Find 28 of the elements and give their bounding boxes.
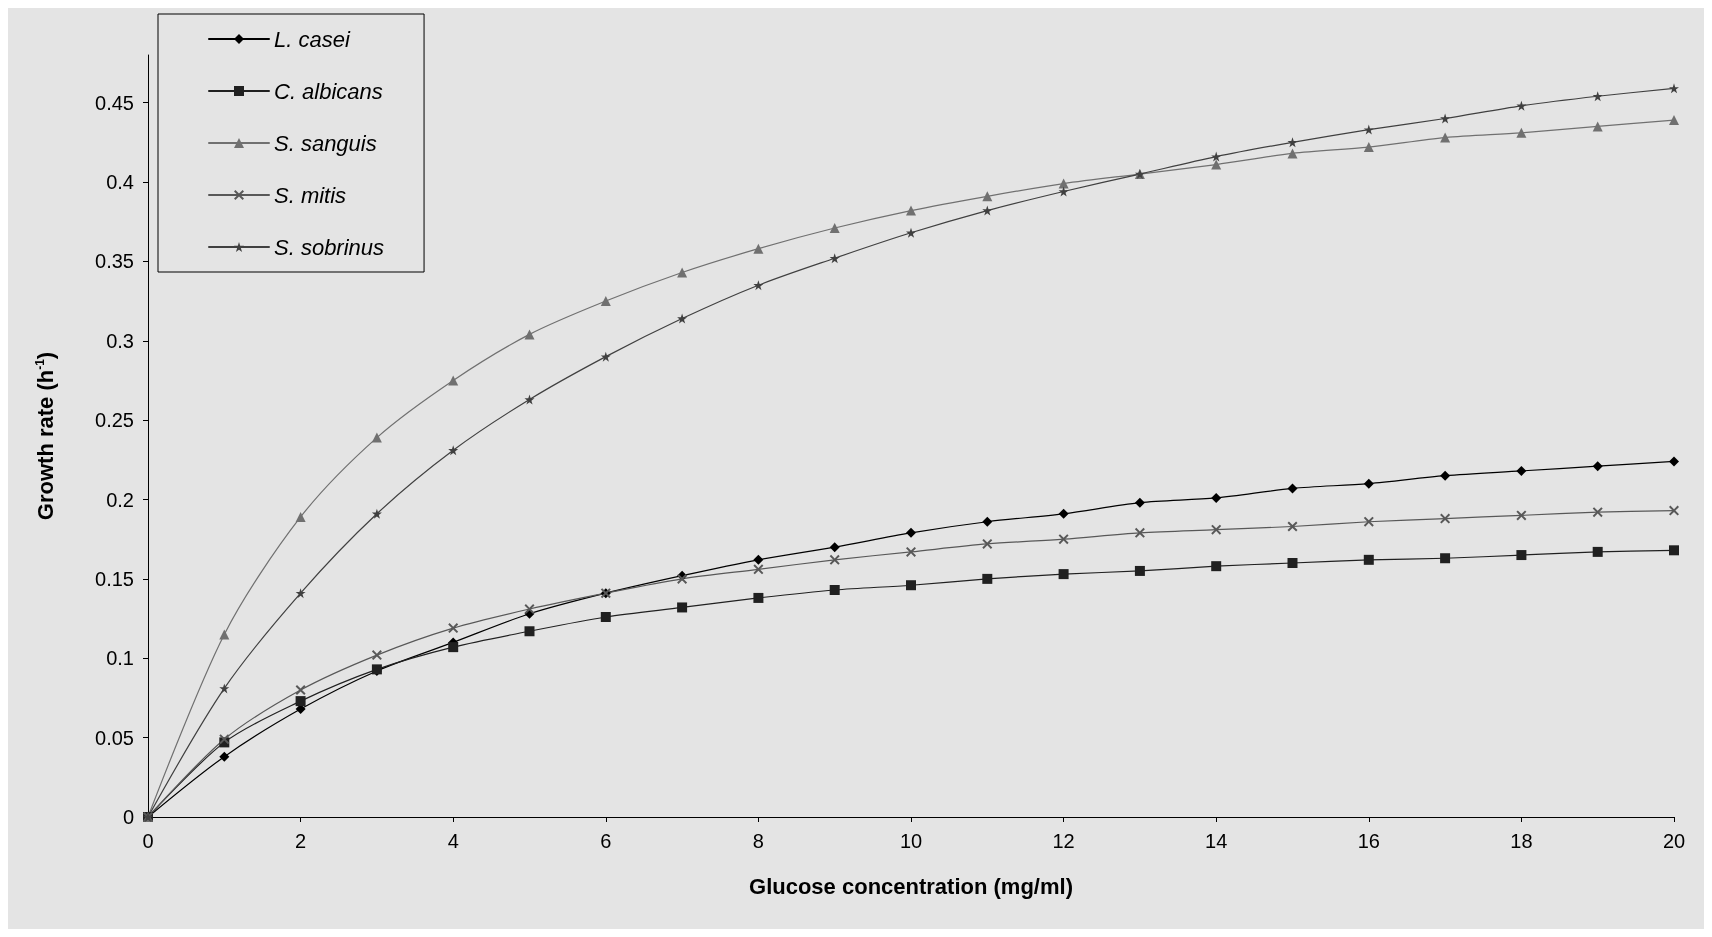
x-tick-label: 12 bbox=[1052, 830, 1075, 852]
x-tick-label: 4 bbox=[447, 830, 459, 852]
y-tick-label: 0 bbox=[122, 806, 134, 828]
legend-label: S. mitis bbox=[274, 182, 347, 208]
legend-label: C. albicans bbox=[274, 78, 383, 104]
x-tick-label: 6 bbox=[600, 830, 612, 852]
y-tick-label: 0.05 bbox=[95, 726, 134, 749]
x-tick-label: 10 bbox=[899, 830, 923, 852]
y-tick-label: 0.15 bbox=[95, 567, 134, 590]
x-tick-label: 14 bbox=[1205, 830, 1228, 852]
y-tick-label: 0.2 bbox=[106, 488, 134, 511]
x-axis-title: Glucose concentration (mg/ml) bbox=[749, 873, 1073, 899]
y-tick-label: 0.25 bbox=[95, 409, 134, 432]
legend-label: S. sanguis bbox=[274, 130, 377, 156]
legend-label: S. sobrinus bbox=[274, 234, 385, 260]
y-tick-label: 0.3 bbox=[106, 329, 134, 352]
y-tick-label: 0.4 bbox=[106, 171, 134, 193]
y-tick-label: 0.45 bbox=[95, 91, 134, 114]
y-axis-title: Growth rate (h-1) bbox=[32, 351, 58, 521]
legend-label: L. casei bbox=[274, 26, 351, 52]
y-tick-label: 0.1 bbox=[106, 647, 134, 670]
x-tick-label: 8 bbox=[752, 830, 764, 852]
x-tick-label: 0 bbox=[142, 830, 154, 852]
x-tick-label: 16 bbox=[1357, 830, 1380, 852]
x-tick-label: 2 bbox=[295, 830, 307, 852]
y-tick-label: 0.35 bbox=[95, 250, 134, 273]
x-tick-label: 20 bbox=[1662, 830, 1686, 852]
x-tick-label: 18 bbox=[1510, 830, 1533, 852]
